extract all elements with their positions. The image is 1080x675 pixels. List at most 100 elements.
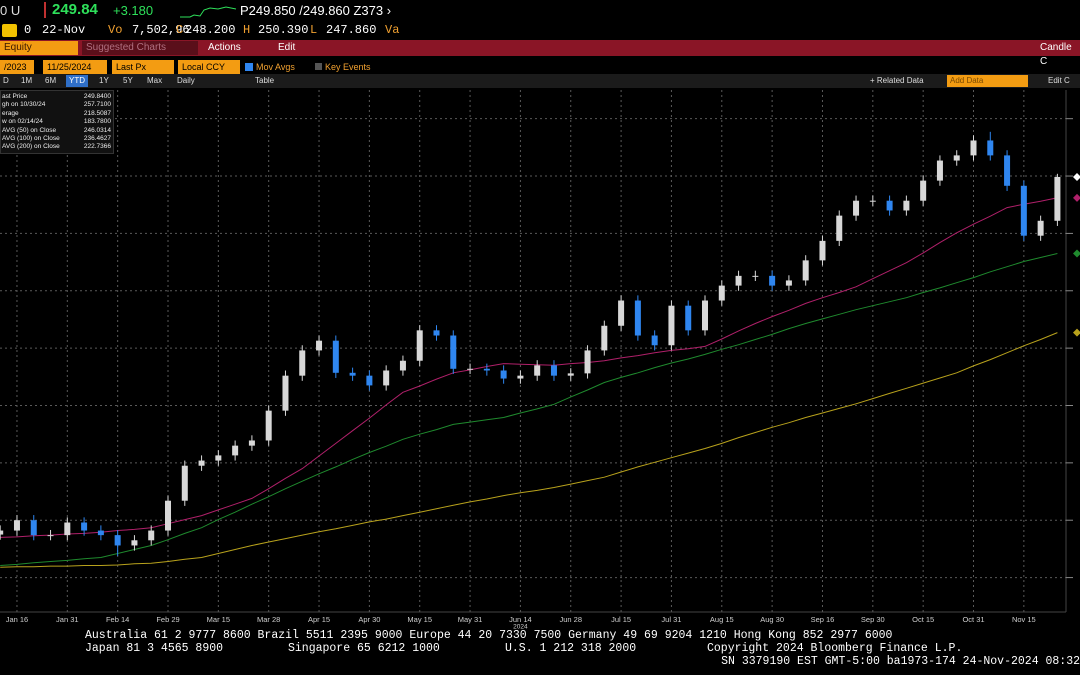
candle-body (316, 340, 323, 351)
period-button[interactable]: 5Y (123, 76, 133, 85)
candle-body (248, 440, 255, 446)
currency-select[interactable]: Local CCY (178, 60, 240, 74)
toolbar (0, 40, 1080, 56)
period-button[interactable]: Daily (177, 76, 195, 85)
candle-body (584, 350, 591, 374)
table-button[interactable]: Table (255, 76, 275, 85)
candle-body (282, 375, 289, 411)
candle-body (634, 300, 641, 336)
candle-body (148, 530, 155, 541)
volume: 7,502,96 (132, 23, 190, 37)
candle-body (517, 375, 524, 379)
period-button[interactable]: D (3, 76, 9, 85)
stats-legend: ast Price 249.8400 gh on 10/30/24 257.7100 e… (0, 90, 114, 154)
x-tick-label: Jan 16 (6, 615, 29, 624)
candle-body (685, 305, 692, 331)
stat-label: gh on 10/30/24 (2, 101, 46, 109)
high: 250.390 (258, 23, 309, 37)
candle-body (181, 465, 188, 501)
x-tick-label: Nov 15 (1012, 615, 1036, 624)
last-value-marker (1073, 172, 1080, 181)
candle-body (903, 200, 910, 211)
x-tick-label: May 15 (407, 615, 432, 624)
x-tick-label: Jul 15 (611, 615, 631, 624)
candle-body (819, 240, 826, 261)
x-tick-label: Aug 15 (710, 615, 734, 624)
candle-body (920, 180, 927, 201)
add-data[interactable]: Add Data (947, 75, 1028, 87)
candle-body (232, 445, 239, 456)
candle-body (1020, 185, 1027, 236)
candle-body (366, 375, 373, 386)
candle-body (299, 350, 306, 376)
open-key: C (176, 23, 184, 37)
period-button[interactable]: Max (147, 76, 163, 85)
stat-label: ast Price (2, 93, 28, 100)
edit-menu[interactable]: Edit (278, 42, 296, 53)
key-events[interactable]: Key Events (325, 62, 371, 72)
candle-body (802, 260, 809, 281)
security-field[interactable]: Equity (0, 41, 78, 55)
open: 248.200 (185, 23, 236, 37)
x-tick-label: Jan 31 (56, 615, 79, 624)
year-label: 2024 (513, 624, 528, 631)
stat-value: 218.5087 (83, 109, 111, 117)
footer-us: U.S. 1 212 318 2000 (505, 642, 637, 655)
candle-body (383, 370, 390, 386)
value-key: Va (385, 23, 400, 37)
period-button[interactable]: 1Y (99, 76, 109, 85)
stat-label: AVG (200) on Close (2, 143, 60, 151)
candle-body (987, 140, 994, 156)
x-tick-label: Apr 30 (358, 615, 380, 624)
candle-body (718, 285, 725, 301)
candle-body (936, 160, 943, 181)
x-tick-label: Jun 14 (509, 615, 532, 624)
stat-label: AVG (50) on Close (2, 126, 57, 134)
candle-body (265, 410, 272, 441)
price-change: +3.180 (113, 3, 154, 18)
x-tick-label: Mar 28 (257, 615, 280, 624)
low: 247.860 (326, 23, 377, 37)
candle-body (165, 500, 172, 531)
field-select[interactable]: Last Px (112, 60, 174, 74)
end-date[interactable]: 11/25/2024 (43, 60, 107, 74)
checkbox[interactable] (245, 63, 253, 71)
candle-body (114, 535, 121, 546)
x-tick-label: Sep 16 (811, 615, 835, 624)
candle-body (853, 200, 860, 216)
candle-body (769, 275, 776, 286)
symbol: 0 U (0, 3, 21, 18)
x-tick-label: Aug 30 (760, 615, 784, 624)
x-tick-label: Feb 14 (106, 615, 129, 624)
x-tick-label: Sep 30 (861, 615, 885, 624)
period-button[interactable]: YTD (66, 75, 88, 87)
start-date[interactable]: /2023 (0, 60, 34, 74)
candle-body (349, 372, 356, 376)
candle-body (953, 155, 960, 161)
candle-body (702, 300, 709, 331)
last-price: 249.84 (52, 1, 98, 18)
related-data[interactable]: + Related Data (870, 76, 924, 85)
stat-value: 183.7800 (83, 118, 111, 126)
mov-avgs[interactable]: Mov Avgs (256, 62, 295, 72)
moving-average-line (0, 253, 1058, 566)
footer-contacts: Australia 61 2 9777 8600 Brazil 5511 239… (85, 629, 893, 642)
candle-body (131, 540, 138, 546)
moving-average-line (0, 332, 1058, 568)
stat-value: 236.4627 (83, 135, 111, 142)
last-value-marker (1073, 328, 1080, 337)
suggested-charts[interactable]: Suggested Charts (82, 41, 198, 55)
low-key: L (310, 23, 318, 37)
candle-body (467, 368, 474, 370)
chart-type[interactable]: Candle C (1040, 42, 1072, 67)
flag: 0 (24, 23, 32, 37)
x-tick-label: Oct 31 (962, 615, 984, 624)
edit-chart[interactable]: Edit C (1048, 76, 1070, 85)
candle-body (97, 530, 104, 536)
actions-menu[interactable]: Actions (208, 42, 241, 53)
footer-copyright: Copyright 2024 Bloomberg Finance L.P. (707, 642, 963, 655)
period-button[interactable]: 1M (21, 76, 33, 85)
checkbox[interactable] (315, 63, 322, 70)
period-button[interactable]: 6M (45, 76, 57, 85)
status-icon (2, 24, 17, 37)
